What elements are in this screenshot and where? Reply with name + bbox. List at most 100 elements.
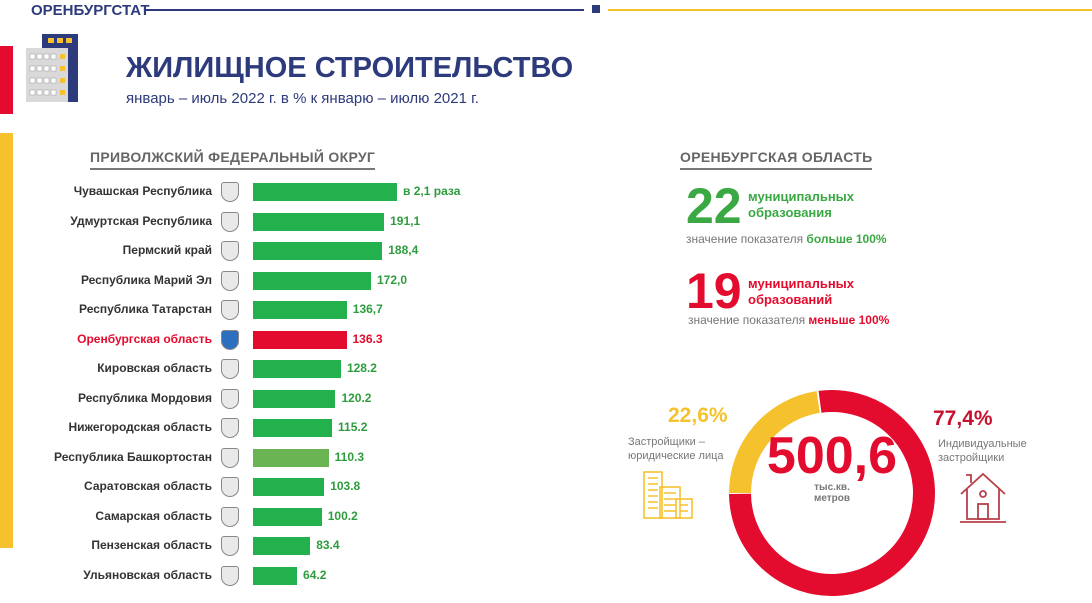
region-bar <box>253 419 333 437</box>
coat-of-arms-icon <box>221 182 239 202</box>
region-value: 83.4 <box>316 538 340 552</box>
region-bar <box>253 301 347 319</box>
region-value: 191,1 <box>390 213 421 228</box>
more-note: значение показателя больше 100% <box>686 232 887 246</box>
apartment-buildings-icon <box>643 471 693 519</box>
brand-logo-text: ОРЕНБУРГСТАТ <box>31 2 150 19</box>
coat-of-arms-icon <box>221 211 239 232</box>
region-row: Республика Башкортостан 110.3 <box>0 447 560 468</box>
region-bar <box>253 448 329 467</box>
region-name: Пензенская область <box>91 538 212 552</box>
page-subtitle: январь – июль 2022 г. в % к январю – июл… <box>126 90 479 107</box>
region-bar <box>253 330 347 349</box>
coat-of-arms-icon <box>221 477 239 497</box>
individual-label: Индивидуальные застройщики <box>938 437 1027 465</box>
more-note-text: значение показателя <box>686 232 807 246</box>
less-note: значение показателя меньше 100% <box>688 313 889 327</box>
region-name: Республика Мордовия <box>77 390 212 405</box>
region-name: Республика Татарстан <box>78 302 212 316</box>
house-icon <box>960 472 1006 523</box>
donut-unit2: метров <box>813 493 851 504</box>
region-value: в 2,1 раза <box>403 184 461 198</box>
region-row: Самарская область 100.2 <box>0 506 560 527</box>
region-value: 136,7 <box>352 302 383 316</box>
region-bar <box>253 478 325 496</box>
region-bar <box>253 507 322 526</box>
region-value: 110.3 <box>334 449 365 464</box>
legal-label1: Застройщики – <box>628 436 706 448</box>
coat-of-arms-icon <box>221 270 239 291</box>
region-value: 103.8 <box>330 479 361 493</box>
region-row: Республика Мордовия 120.2 <box>0 388 560 409</box>
coat-of-arms-icon <box>221 536 239 556</box>
region-name: Оренбургская область <box>77 331 212 346</box>
coat-of-arms-icon <box>221 329 239 350</box>
legal-label2: юридические лица <box>628 450 724 462</box>
region-row: Республика Татарстан 136,7 <box>0 300 560 320</box>
individual-label2: застройщики <box>938 452 1005 464</box>
region-bar <box>253 183 398 201</box>
region-value: 120.2 <box>341 390 372 405</box>
individual-label1: Индивидуальные <box>938 438 1027 450</box>
region-name: Нижегородская область <box>68 420 212 434</box>
region-bar <box>253 212 385 231</box>
less-text2: образований <box>748 292 833 307</box>
coat-of-arms-icon <box>221 447 239 468</box>
coat-of-arms-icon <box>221 359 239 379</box>
coat-of-arms-icon <box>221 506 239 527</box>
region-bar <box>253 537 311 555</box>
section-heading-oblast: ОРЕНБУРГСКАЯ ОБЛАСТЬ <box>680 149 873 170</box>
region-value: 136.3 <box>352 331 383 346</box>
accent-bar-red <box>0 46 13 114</box>
less-count: 19 <box>686 263 742 319</box>
header-square <box>592 5 600 13</box>
region-row: Нижегородская область 115.2 <box>0 418 560 438</box>
accent-bar-yellow <box>0 133 13 548</box>
coat-of-arms-icon <box>221 300 239 320</box>
section-heading-pfo: ПРИВОЛЖСКИЙ ФЕДЕРАЛЬНЫЙ ОКРУГ <box>90 149 376 170</box>
region-value: 64.2 <box>303 567 327 582</box>
coat-of-arms-icon <box>221 565 239 586</box>
less-note-text: значение показателя <box>688 313 809 327</box>
region-value: 100.2 <box>327 508 358 523</box>
region-value: 188,4 <box>388 243 419 257</box>
region-row: Чувашская Республика в 2,1 раза <box>0 182 560 202</box>
region-name: Удмуртская Республика <box>70 213 212 228</box>
less-text1: муниципальных <box>748 276 855 291</box>
coat-of-arms-icon <box>221 418 239 438</box>
region-row: Республика Марий Эл 172,0 <box>0 270 560 291</box>
donut-total: 500,6 <box>766 427 898 485</box>
header-divider-yellow <box>608 9 1092 11</box>
region-name: Кировская область <box>97 361 212 375</box>
region-name: Чувашская Республика <box>73 184 212 198</box>
region-value: 128.2 <box>346 361 377 375</box>
region-row: Ульяновская область 64.2 <box>0 565 560 586</box>
donut-segment-individual <box>729 390 935 596</box>
region-bar <box>253 242 383 260</box>
more-count: 22 <box>686 178 742 234</box>
region-name: Республика Башкортостан <box>54 449 212 464</box>
region-name: Ульяновская область <box>83 567 212 582</box>
less-note-bold: меньше 100% <box>808 313 890 327</box>
legal-label: Застройщики – юридические лица <box>628 435 724 463</box>
header-divider <box>144 9 584 11</box>
donut-segment-legal <box>729 391 821 494</box>
region-value: 115.2 <box>338 420 368 434</box>
coat-of-arms-icon <box>221 241 239 261</box>
individual-pct: 77,4% <box>933 407 993 430</box>
region-row: Оренбургская область 136.3 <box>0 329 560 350</box>
region-bar <box>253 360 341 378</box>
region-name: Саратовская область <box>84 479 212 493</box>
region-name: Пермский край <box>122 243 212 257</box>
donut-center: 500,6 тыс.кв. метров <box>722 430 942 504</box>
region-bar <box>253 389 336 408</box>
region-row: Пермский край 188,4 <box>0 241 560 261</box>
region-row: Удмуртская Республика 191,1 <box>0 211 560 232</box>
region-row: Кировская область 128.2 <box>0 359 560 379</box>
region-bar <box>253 271 371 290</box>
legal-pct: 22,6% <box>668 404 728 427</box>
region-name: Самарская область <box>95 508 212 523</box>
more-text2: образования <box>748 205 832 220</box>
coat-of-arms-icon <box>221 388 239 409</box>
donut-chart <box>729 390 935 596</box>
